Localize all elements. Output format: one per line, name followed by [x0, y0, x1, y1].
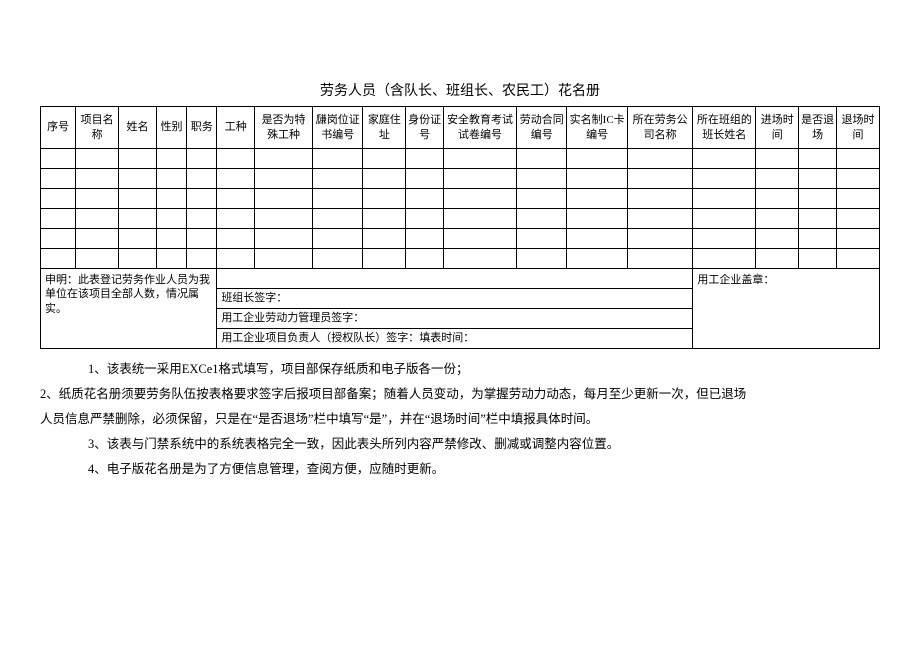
column-header: 序号 [41, 107, 76, 149]
signature-row: 申明：此表登记劳务作业人员为我单位在该项目全部人数，情况属实。 用工企业盖章： [41, 269, 880, 289]
roster-table: 序号项目名称姓名性别职务工种是否为特殊工种㼓岗位证书编号家庭住址身份证号安全教育… [40, 106, 880, 349]
table-row [41, 189, 880, 209]
table-row [41, 249, 880, 269]
table-row [41, 149, 880, 169]
signature-line: 用工企业劳动力管理员签字： [217, 309, 693, 329]
column-header: 是否退场 [799, 107, 837, 149]
page-container: 劳务人员（含队长、班组长、农民工）花名册 序号项目名称姓名性别职务工种是否为特殊… [0, 0, 920, 482]
column-header: 家庭住址 [363, 107, 406, 149]
header-row: 序号项目名称姓名性别职务工种是否为特殊工种㼓岗位证书编号家庭住址身份证号安全教育… [41, 107, 880, 149]
column-header: 退场时间 [837, 107, 880, 149]
column-header: 职务 [187, 107, 217, 149]
signature-line: 班组长签字： [217, 289, 693, 309]
column-header: 实名制IC卡编号 [567, 107, 627, 149]
column-header: 工种 [217, 107, 255, 149]
table-row [41, 169, 880, 189]
column-header: 所在班组的班长姓名 [693, 107, 756, 149]
note-line: 2、纸质花名册须要劳务队伍按表格要求签字后报项目部备案；随着人员变动，为掌握劳动… [40, 382, 880, 407]
stamp-cell: 用工企业盖章： [693, 269, 880, 349]
note-line: 1、该表统一采用EXCe1格式填写，项目部保存纸质和电子版各一份； [40, 357, 880, 382]
signature-line [217, 269, 693, 289]
note-line: 3、该表与门禁系统中的系统表格完全一致，因此表头所列内容严禁修改、删减或调整内容… [40, 432, 880, 457]
column-header: 是否为特殊工种 [255, 107, 313, 149]
table-row [41, 229, 880, 249]
note-line: 4、电子版花名册是为了方便信息管理，查阅方便，应随时更新。 [40, 457, 880, 482]
column-header: 性别 [156, 107, 186, 149]
column-header: 身份证号 [406, 107, 444, 149]
page-title: 劳务人员（含队长、班组长、农民工）花名册 [40, 80, 880, 100]
column-header: 进场时间 [756, 107, 799, 149]
declaration-cell: 申明：此表登记劳务作业人员为我单位在该项目全部人数，情况属实。 [41, 269, 217, 349]
table-row [41, 209, 880, 229]
note-line: 人员信息严禁删除，必须保留，只是在“是否退场”栏中填写“是”，并在“退场时间”栏… [40, 407, 880, 432]
column-header: 安全教育考试试卷编号 [444, 107, 517, 149]
notes-section: 1、该表统一采用EXCe1格式填写，项目部保存纸质和电子版各一份； 2、纸质花名… [40, 357, 880, 482]
column-header: 所在劳务公司名称 [627, 107, 693, 149]
column-header: 劳动合同编号 [517, 107, 567, 149]
column-header: 姓名 [119, 107, 157, 149]
column-header: 项目名称 [76, 107, 119, 149]
signature-line: 用工企业项目负责人（授权队长）签字：填表时间： [217, 329, 693, 349]
column-header: 㼓岗位证书编号 [313, 107, 363, 149]
